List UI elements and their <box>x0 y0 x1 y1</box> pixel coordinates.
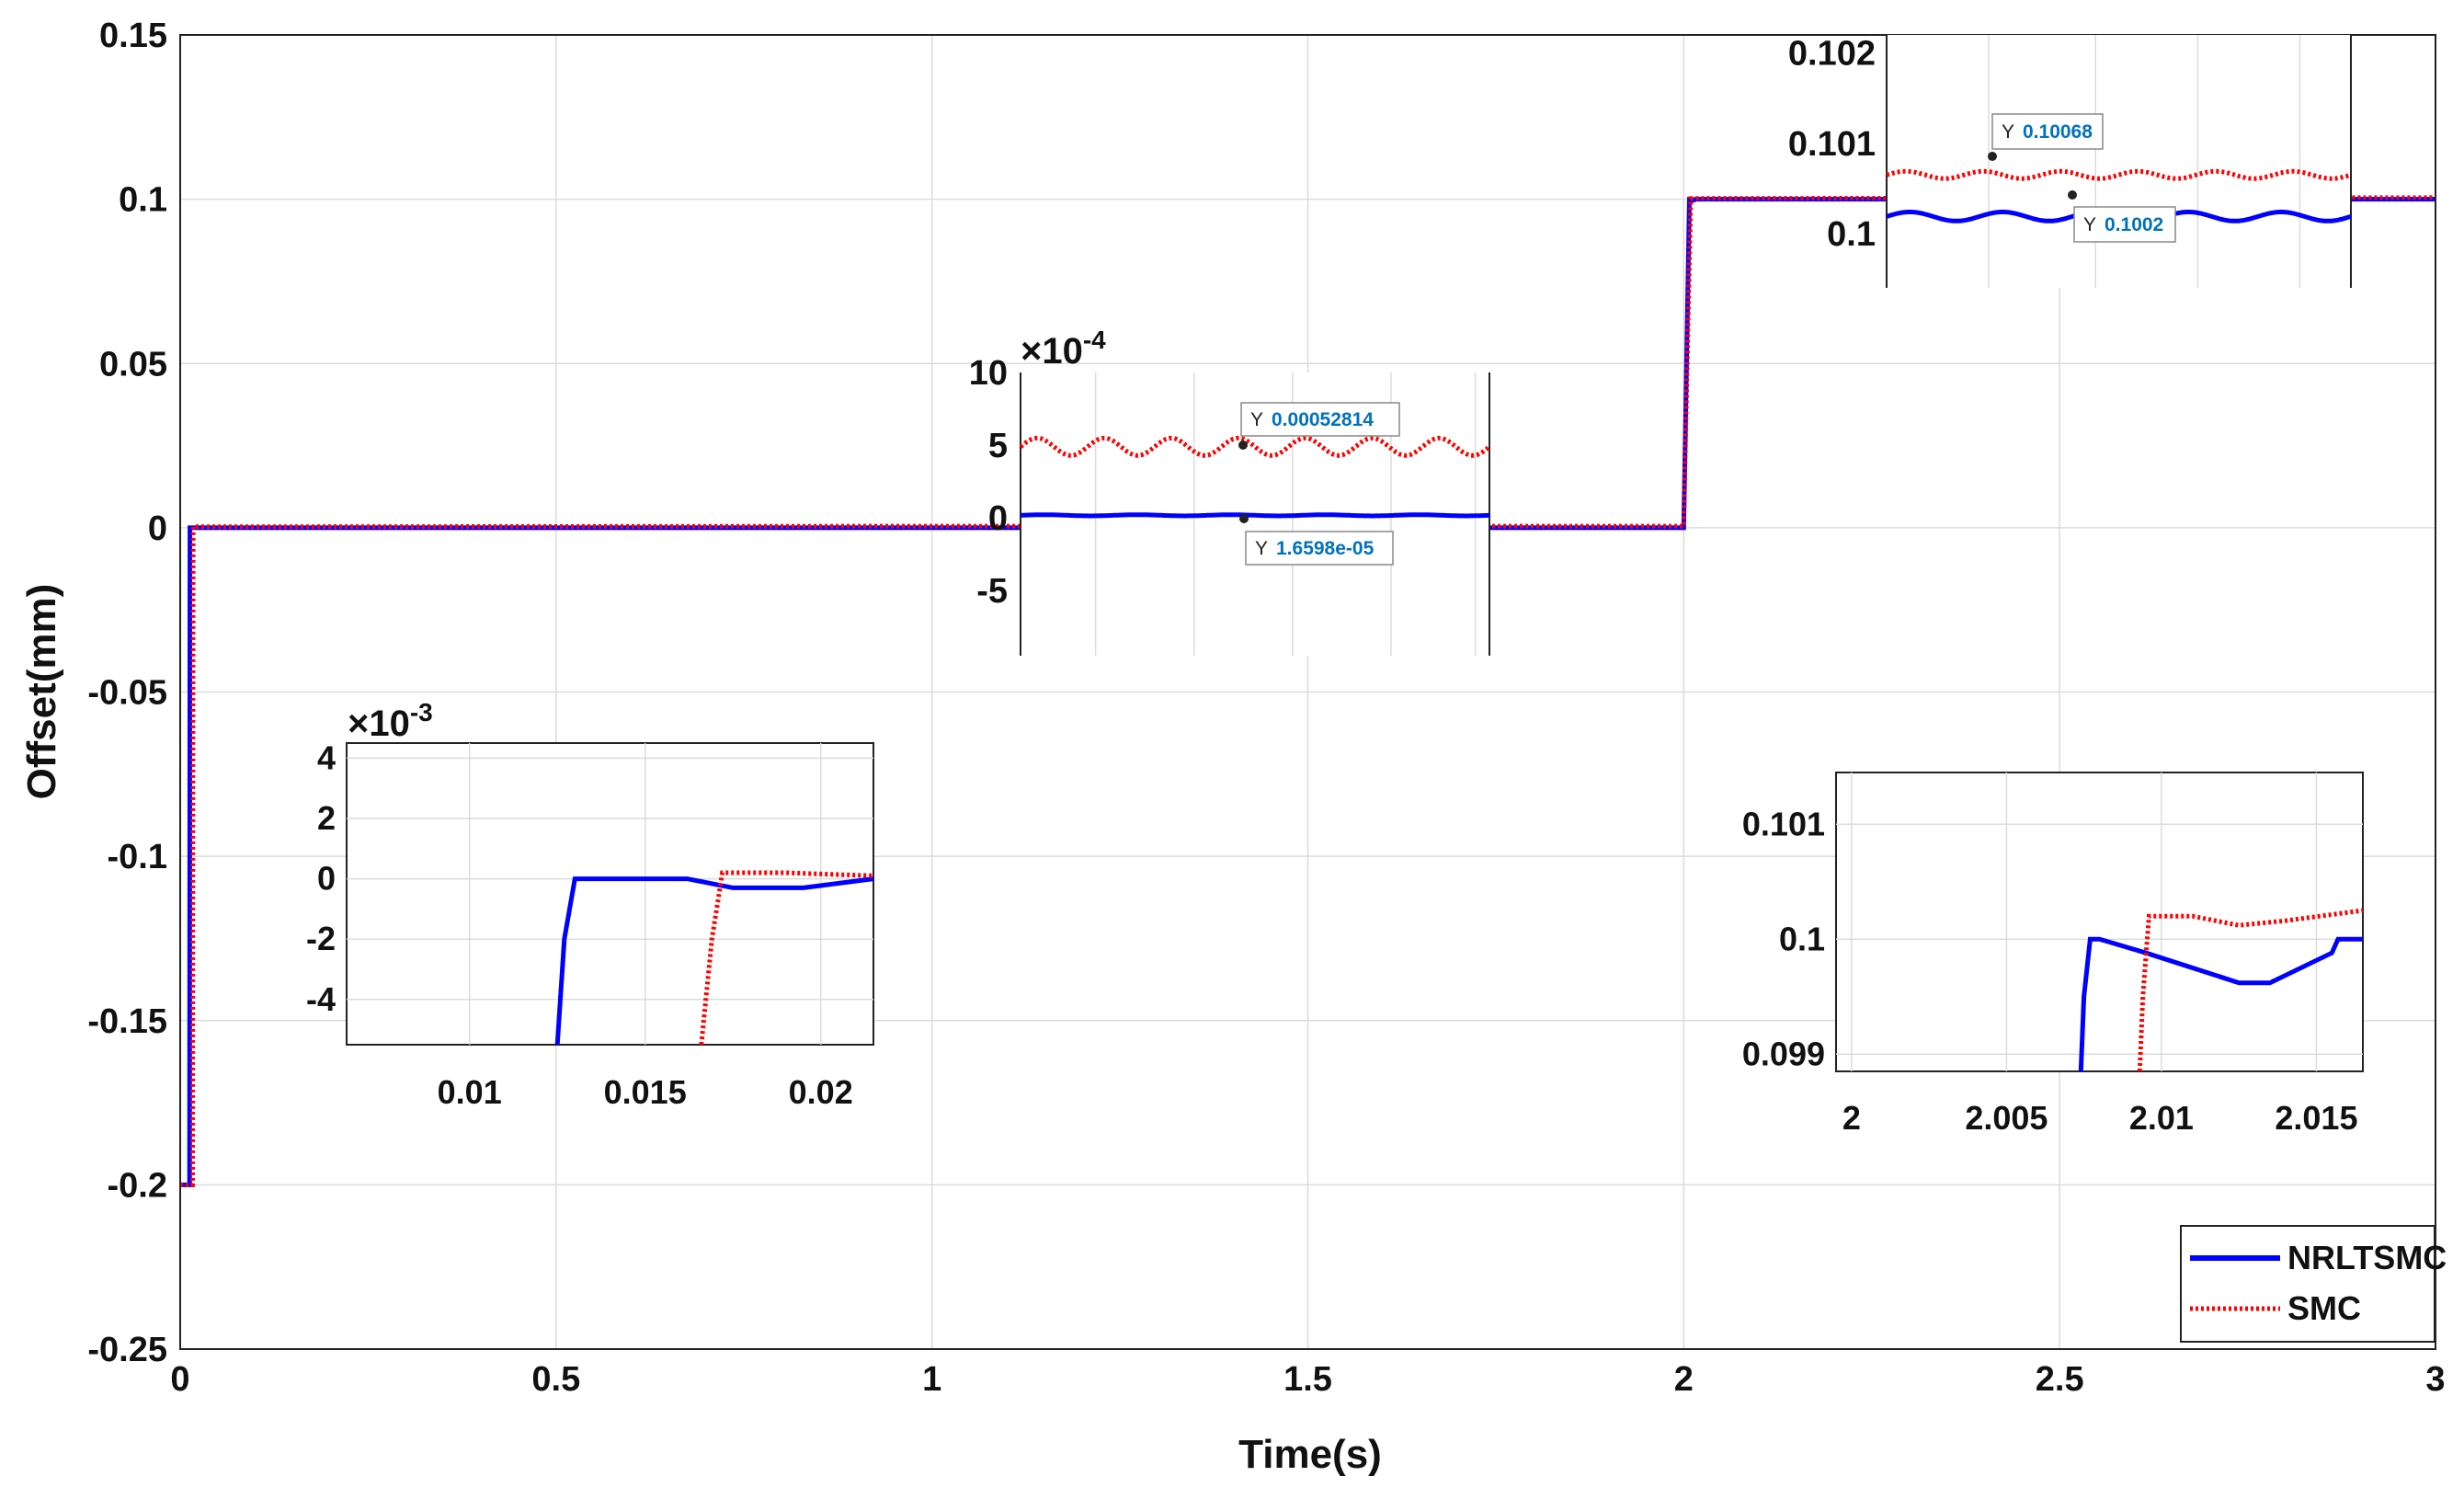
datatip-nrltsmc-zero: Y 1.6598e-05 <box>1239 514 1394 566</box>
y-tick-label: 0 <box>148 509 167 548</box>
inset-y-tick-label: 0.099 <box>1742 1035 1825 1072</box>
legend-box <box>2180 1225 2435 1343</box>
inset-step-transient-bg <box>1835 772 2364 1072</box>
inset-start-tick-labels: 0.01 0.015 0.02 4 2 0 -2 -4 <box>306 738 853 1111</box>
datatip-marker <box>1239 514 1249 523</box>
inset-x-tick-label: 2.01 <box>2129 1099 2194 1137</box>
inset-y-tick-label: 0 <box>317 860 336 898</box>
inset-step-transient-grid <box>1836 772 2363 1071</box>
inset-x-tick-label: 2.015 <box>2275 1099 2357 1137</box>
datatip-box <box>1991 113 2104 150</box>
inset-step-tick-labels: 0.102 0.101 0.1 <box>1788 35 1876 254</box>
inset-y-tick-label: 0.102 <box>1788 35 1876 74</box>
inset-zero-exponent: ×10-4 <box>1021 326 1106 372</box>
inset-y-tick-label: -5 <box>976 572 1008 611</box>
inset-start-grid <box>347 743 873 1045</box>
inset-y-tick-label: 0.1 <box>1827 215 1876 254</box>
inset-start-transient: 0.01 0.015 0.02 4 2 0 -2 -4 ×10-3 <box>306 698 874 1111</box>
inset-x-tick-label: 0.02 <box>789 1073 853 1111</box>
inset-step-frame <box>1886 35 2352 288</box>
inset-y-tick-label: 2 <box>317 799 336 837</box>
y-tick-label: -0.1 <box>108 838 167 876</box>
x-axis-label: Time(s) <box>1238 1432 1382 1477</box>
inset-series-smc <box>699 870 874 1046</box>
inset-step-bg <box>1887 35 2351 288</box>
main-tick-labels: 0 0.5 1 1.5 2 2.5 3-0.25-0.2-0.15-0.1-0.0500.0… <box>87 17 2445 1399</box>
y-tick-label: 0.1 <box>119 181 167 220</box>
x-tick-label: 1.5 <box>1283 1360 1332 1399</box>
y-tick-label: -0.15 <box>87 1002 167 1041</box>
legend-label-smc: SMC <box>2287 1289 2361 1327</box>
inset-series-smc <box>1019 435 1491 458</box>
y-tick-label: -0.25 <box>87 1331 167 1369</box>
inset-zero-lines <box>1019 435 1491 519</box>
inset-y-tick-label: 0.1 <box>1779 920 1825 957</box>
inset-y-tick-label: -2 <box>306 920 336 957</box>
x-tick-label: 2.5 <box>2036 1360 2084 1399</box>
inset-steady-zero: 10 5 0 -5 ×10-4 Y 0.00052814 Y 1.6598e-05 <box>969 326 1491 656</box>
legend: NRLTSMC SMC <box>2180 1225 2447 1343</box>
datatip-value: 0.1002 <box>2105 214 2163 235</box>
x-tick-label: 3 <box>2425 1360 2445 1399</box>
y-tick-label: -0.05 <box>87 674 167 713</box>
datatip-box <box>1245 531 1394 566</box>
datatip-marker <box>1238 441 1248 450</box>
x-tick-label: 2 <box>1674 1360 1694 1399</box>
legend-label-nrltsmc: NRLTSMC <box>2287 1239 2447 1276</box>
inset-start-exponent: ×10-3 <box>348 698 433 744</box>
inset-series-nrltsmc <box>554 876 874 1046</box>
inset-x-tick-label: 2 <box>1842 1099 1861 1137</box>
datatip-value: 1.6598e-05 <box>1276 538 1375 559</box>
inset-series-smc <box>2137 908 2364 1072</box>
y-tick-label: -0.2 <box>108 1166 167 1205</box>
datatip-label: Y <box>2002 121 2014 143</box>
inset-steady-step: 0.102 0.101 0.1 Y 0.10068 Y 0.1002 <box>1788 35 2352 288</box>
inset-y-tick-label: 4 <box>317 738 336 776</box>
inset-start-lines <box>554 870 874 1046</box>
y-tick-label: 0.15 <box>99 17 167 55</box>
datatip-label: Y <box>1255 538 1268 559</box>
inset-y-tick-label: 10 <box>969 354 1008 393</box>
datatip-marker <box>2068 190 2077 200</box>
inset-y-tick-label: 0 <box>988 499 1008 538</box>
x-tick-label: 0.5 <box>531 1360 580 1399</box>
inset-step-transient-tick-labels: 2 2.005 2.01 2.015 0.101 0.1 0.099 <box>1742 805 2358 1137</box>
inset-series-smc <box>1886 168 2352 181</box>
inset-series-nrltsmc <box>1021 512 1490 519</box>
main-axes-frame <box>179 34 2436 1350</box>
inset-start-bg <box>346 742 874 1046</box>
datatip-nrltsmc-step: Y 0.1002 <box>2068 190 2176 243</box>
inset-step-transient: 2 2.005 2.01 2.015 0.101 0.1 0.099 <box>1742 772 2364 1137</box>
x-tick-label: 0 <box>170 1360 189 1399</box>
y-tick-label: 0.05 <box>99 345 167 383</box>
datatip-value: 0.00052814 <box>1272 409 1374 430</box>
inset-step-transient-lines <box>2078 908 2364 1072</box>
datatip-marker <box>1988 152 1997 161</box>
datatip-label: Y <box>1250 409 1263 430</box>
x-tick-label: 1 <box>922 1360 941 1399</box>
inset-y-tick-label: 0.101 <box>1742 805 1825 842</box>
inset-x-tick-label: 0.015 <box>604 1073 687 1111</box>
datatip-smc-zero: Y 0.00052814 <box>1238 402 1400 450</box>
datatip-box <box>2073 206 2176 243</box>
datatip-smc-step: Y 0.10068 <box>1988 113 2104 161</box>
inset-series-nrltsmc <box>2078 936 2363 1072</box>
datatip-box <box>1240 402 1400 437</box>
datatip-label: Y <box>2083 214 2096 235</box>
inset-y-tick-label: 0.101 <box>1788 125 1876 164</box>
inset-x-tick-label: 0.01 <box>438 1073 502 1111</box>
datatip-value: 0.10068 <box>2023 121 2093 143</box>
inset-x-tick-label: 2.005 <box>1965 1099 2048 1137</box>
inset-y-tick-label: -4 <box>306 980 336 1018</box>
inset-step-grid <box>1988 35 2301 288</box>
main-plot-lines <box>180 195 2436 1187</box>
y-axis-label: Offset(mm) <box>19 584 64 800</box>
inset-y-tick-label: 5 <box>988 427 1008 465</box>
inset-zero-tick-labels: 10 5 0 -5 <box>969 354 1008 611</box>
